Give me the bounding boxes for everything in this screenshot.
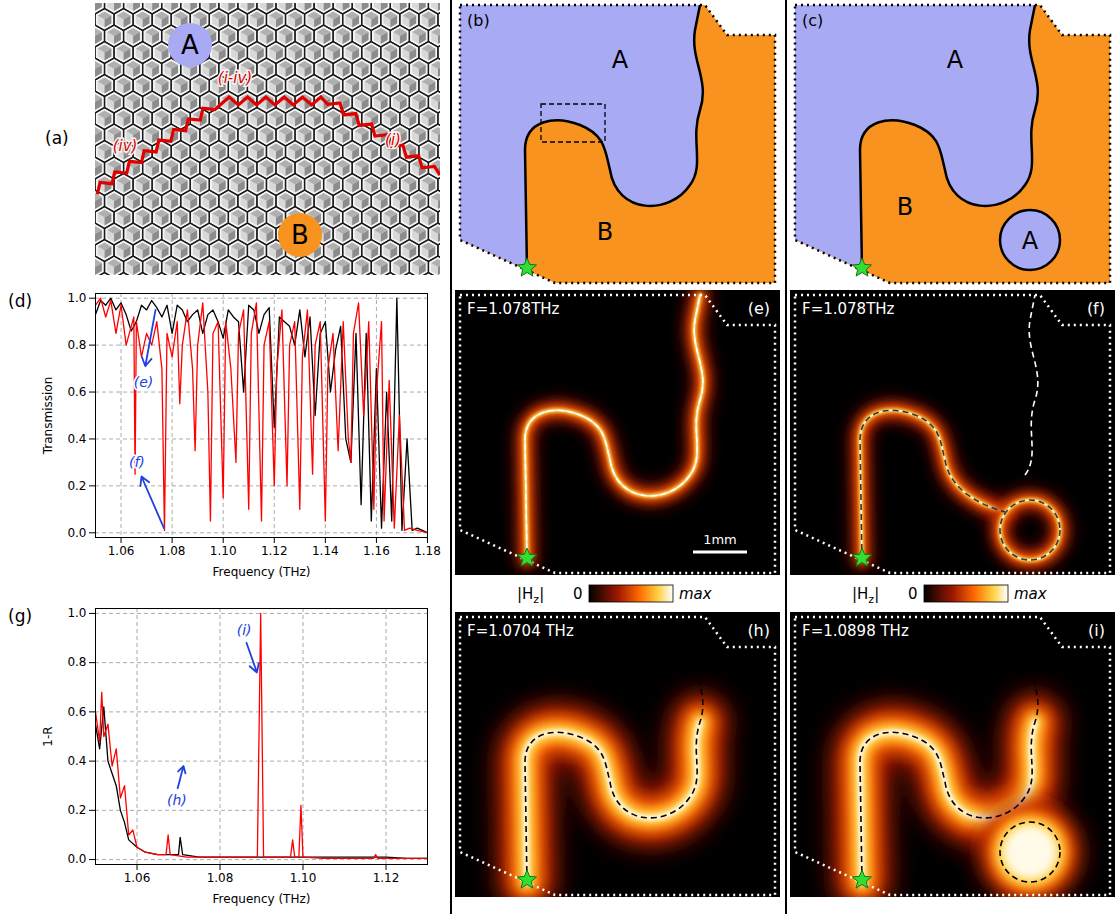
svg-text:Transmission: Transmission xyxy=(41,377,55,456)
svg-text:B: B xyxy=(897,193,913,221)
svg-text:0.4: 0.4 xyxy=(67,432,86,446)
svg-text:1.12: 1.12 xyxy=(261,544,288,558)
svg-text:(i): (i) xyxy=(237,622,252,638)
html-text:(a): (a) xyxy=(45,128,69,148)
svg-text:Frequency (THz): Frequency (THz) xyxy=(213,565,311,579)
svg-text:A: A xyxy=(181,30,199,60)
svg-text:F=1.0898 THz: F=1.0898 THz xyxy=(802,622,909,640)
svg-text:(i): (i) xyxy=(385,131,401,149)
svg-text:Frequency (THz): Frequency (THz) xyxy=(213,892,311,906)
svg-text:1.12: 1.12 xyxy=(373,871,400,885)
svg-text:F=1.0704 THz: F=1.0704 THz xyxy=(467,622,574,640)
svg-text:|Hz|: |Hz| xyxy=(517,585,544,606)
svg-text:0.2: 0.2 xyxy=(67,479,86,493)
svg-text:1-R: 1-R xyxy=(41,726,55,746)
html-text:(d): (d) xyxy=(8,291,33,311)
svg-text:0.6: 0.6 xyxy=(67,385,86,399)
svg-text:A: A xyxy=(947,46,964,74)
svg-text:1.08: 1.08 xyxy=(207,871,234,885)
svg-text:1.18: 1.18 xyxy=(414,544,441,558)
svg-text:0.2: 0.2 xyxy=(67,803,86,817)
svg-text:(i-iv): (i-iv) xyxy=(218,69,252,87)
svg-text:(f): (f) xyxy=(129,454,145,470)
svg-text:(h): (h) xyxy=(747,621,770,640)
svg-text:1mm: 1mm xyxy=(703,532,737,547)
svg-text:0: 0 xyxy=(908,585,918,603)
svg-text:1.16: 1.16 xyxy=(363,544,390,558)
svg-text:0.6: 0.6 xyxy=(67,705,86,719)
svg-text:F=1.078THz: F=1.078THz xyxy=(802,300,895,318)
svg-text:1.10: 1.10 xyxy=(210,544,237,558)
svg-text:(f): (f) xyxy=(1087,299,1105,318)
svg-text:1.0: 1.0 xyxy=(67,606,86,620)
svg-text:(e): (e) xyxy=(748,299,770,318)
svg-text:0.0: 0.0 xyxy=(67,526,86,540)
html-text:(g): (g) xyxy=(8,606,33,626)
svg-text:0.4: 0.4 xyxy=(67,754,86,768)
svg-text:(e): (e) xyxy=(134,374,154,390)
svg-text:0.8: 0.8 xyxy=(67,655,86,669)
svg-text:1.10: 1.10 xyxy=(290,871,317,885)
svg-text:A: A xyxy=(1022,227,1039,255)
svg-text:max: max xyxy=(679,585,712,603)
svg-text:0.8: 0.8 xyxy=(67,338,86,352)
svg-text:(h): (h) xyxy=(167,792,187,808)
svg-text:(i): (i) xyxy=(1088,621,1105,640)
svg-text:B: B xyxy=(597,218,613,246)
svg-text:1.14: 1.14 xyxy=(312,544,339,558)
svg-text:|Hz|: |Hz| xyxy=(852,585,879,606)
svg-text:1.08: 1.08 xyxy=(159,544,186,558)
svg-text:1.06: 1.06 xyxy=(108,544,135,558)
svg-text:F=1.078THz: F=1.078THz xyxy=(467,300,560,318)
svg-text:(b): (b) xyxy=(467,11,490,30)
svg-text:0: 0 xyxy=(573,585,583,603)
svg-text:B: B xyxy=(291,220,309,250)
svg-text:max: max xyxy=(1014,585,1047,603)
svg-text:A: A xyxy=(612,46,629,74)
svg-text:1.0: 1.0 xyxy=(67,291,86,305)
svg-text:0.0: 0.0 xyxy=(67,852,86,866)
svg-text:1.06: 1.06 xyxy=(124,871,151,885)
svg-text:(c): (c) xyxy=(802,11,823,30)
svg-text:(iv): (iv) xyxy=(113,137,138,155)
